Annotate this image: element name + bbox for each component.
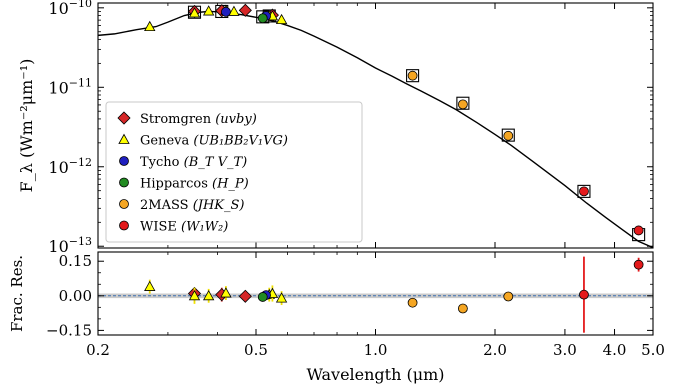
sed-point	[144, 20, 156, 32]
legend-label-tycho: Tycho (B_T V_T)	[140, 155, 247, 170]
x-axis-title: Wavelength (μm)	[306, 365, 444, 384]
y-tick-label: 10−13	[48, 235, 92, 256]
legend-frame	[105, 101, 363, 243]
residual-point	[407, 297, 418, 308]
sed-point	[275, 13, 288, 25]
sed-y-axis-title: F_λ (Wm⁻²μm⁻¹)	[17, 59, 36, 193]
residual-y-tick-label: 0.00	[59, 287, 92, 305]
sed-point	[238, 3, 252, 17]
axis-labels: 0.2 0.5 1.0 2.0 3.0 4.0 5.0 Wavelength (μm) F_λ …	[8, 59, 665, 384]
x-tick-label: 0.2	[86, 341, 110, 359]
residual-y-tick-label: −0.15	[46, 321, 92, 339]
legend-marker-tycho	[119, 156, 129, 166]
model-flux-box	[406, 69, 420, 83]
sed-point	[188, 7, 201, 18]
residual-point	[202, 289, 215, 301]
sed-point	[257, 13, 268, 24]
x-tick-label: 2.0	[483, 341, 507, 359]
residual-point	[257, 292, 268, 302]
sed-point	[221, 6, 231, 17]
y-tick-label: 10−11	[48, 76, 92, 97]
residual-point	[457, 303, 468, 314]
x-tick-label: 5.0	[641, 341, 665, 359]
x-tick-label: 0.5	[244, 341, 268, 359]
y-tick-label: 10−10	[48, 0, 92, 18]
residual-point	[238, 289, 252, 303]
y-tick-label: 10−12	[48, 156, 92, 177]
residual-point	[503, 291, 514, 302]
model-flux-box	[501, 128, 515, 142]
x-tick-label: 3.0	[553, 341, 577, 359]
residual-y-axis-title: Frac. Res.	[8, 255, 26, 332]
residual-point	[275, 292, 288, 303]
legend: Stromgren (uvby) Geneva (UB₁BB₂V₁VG) Tycho…	[105, 101, 363, 243]
residual-point	[579, 289, 589, 300]
legend-marker-wise	[119, 220, 129, 231]
residual-point	[188, 289, 201, 301]
sed-point	[633, 225, 644, 236]
model-flux-box	[577, 184, 591, 198]
residual-point	[144, 280, 156, 291]
legend-marker-stromgren	[117, 111, 131, 125]
legend-label-geneva: Geneva (UB₁BB₂V₁VG)	[140, 134, 288, 149]
legend-label-2mass: 2MASS (JHK_S)	[140, 198, 245, 213]
sed-point	[228, 5, 240, 16]
x-tick-label: 1.0	[364, 341, 388, 359]
legend-marker-2mass	[119, 199, 129, 209]
sed-point	[407, 70, 418, 81]
legend-label-wise: WISE (W₁W₂)	[140, 220, 228, 235]
residual-panel: 0.15 0.00 −0.15	[46, 251, 654, 339]
legend-marker-geneva	[118, 133, 130, 144]
legend-label-hipparcos: Hipparcos (H_P)	[140, 177, 249, 192]
sed-point	[579, 186, 589, 197]
residual-point	[220, 287, 232, 298]
sed-panel: 10−10 10−11 10−12 10−13 Stromgren (uvby) Gene…	[48, 0, 654, 256]
legend-label-stromgren: Stromgren (uvby)	[140, 112, 257, 127]
residual-y-tick-label: 0.15	[59, 252, 92, 270]
sed-point	[503, 130, 514, 141]
sed-point	[202, 5, 215, 16]
x-tick-label: 4.0	[603, 341, 627, 359]
residual-point	[633, 259, 644, 270]
sed-point	[457, 99, 468, 110]
legend-marker-hipparcos	[119, 177, 129, 188]
